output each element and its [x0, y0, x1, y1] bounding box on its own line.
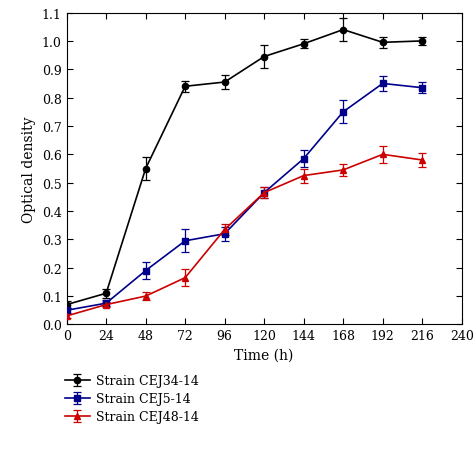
X-axis label: Time (h): Time (h): [235, 348, 294, 362]
Y-axis label: Optical density: Optical density: [22, 116, 36, 222]
Legend: Strain CEJ34-14, Strain CEJ5-14, Strain CEJ48-14: Strain CEJ34-14, Strain CEJ5-14, Strain …: [65, 374, 199, 423]
